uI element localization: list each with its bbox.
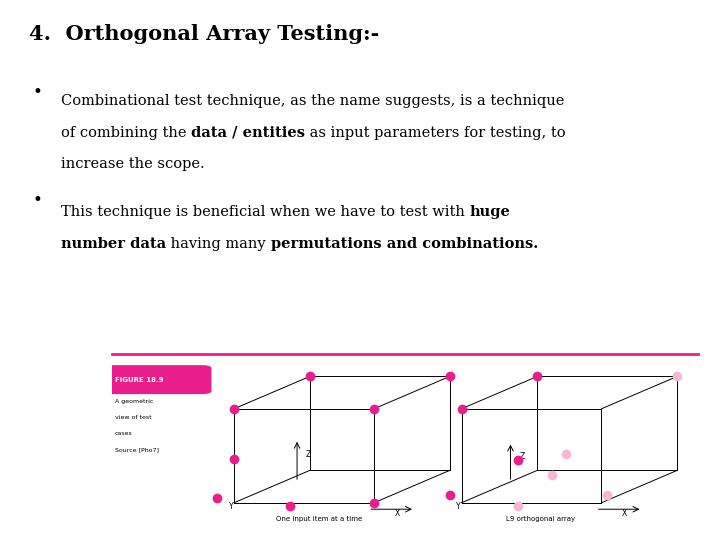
Text: Z: Z [306,450,311,459]
Text: 4.  Orthogonal Array Testing:-: 4. Orthogonal Array Testing:- [29,24,379,44]
Text: •: • [32,84,42,100]
Text: huge: huge [469,205,510,219]
Text: L9 orthogonal array: L9 orthogonal array [505,516,575,522]
Text: view of test: view of test [114,415,151,420]
Text: having many: having many [166,237,271,251]
Text: A geometric: A geometric [114,399,153,404]
Text: Source [Pho7]: Source [Pho7] [114,448,158,453]
Text: permutations and combinations.: permutations and combinations. [271,237,538,251]
Text: increase the scope.: increase the scope. [61,157,204,171]
Text: Combinational test technique, as the name suggests, is a technique: Combinational test technique, as the nam… [61,94,564,109]
Text: This technique is beneficial when we have to test with: This technique is beneficial when we hav… [61,205,469,219]
Text: Y: Y [456,502,461,511]
Text: as input parameters for testing, to: as input parameters for testing, to [305,126,566,140]
Text: One input item at a time: One input item at a time [276,516,361,522]
Text: Z: Z [519,451,524,461]
Text: Y: Y [229,502,233,511]
FancyBboxPatch shape [103,366,211,393]
Text: •: • [32,192,42,208]
Text: X: X [622,509,627,518]
Text: FIGURE 18.9: FIGURE 18.9 [114,376,163,383]
Text: of combining the: of combining the [61,126,192,140]
Text: number data: number data [61,237,166,251]
Text: data / entities: data / entities [192,126,305,140]
Text: X: X [395,509,400,518]
Text: cases: cases [114,431,132,436]
